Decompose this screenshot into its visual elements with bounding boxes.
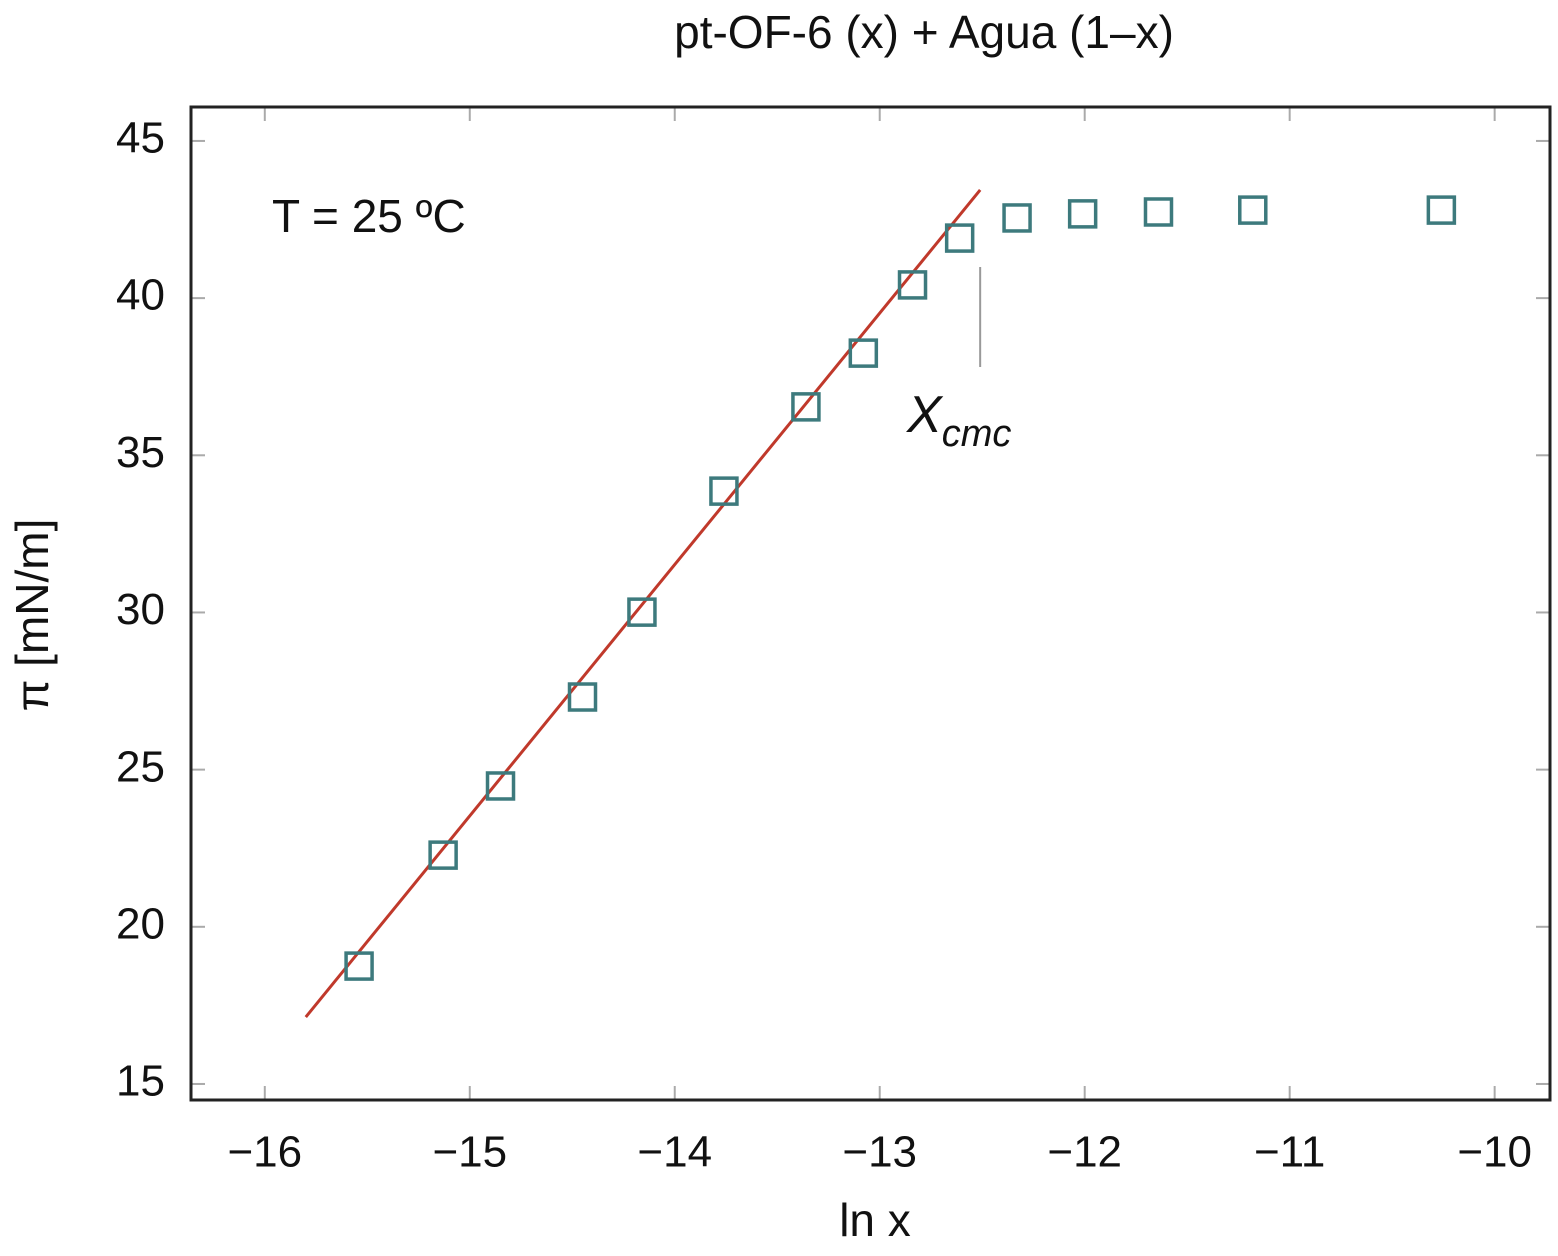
y-tick-label: 15 — [116, 1057, 165, 1106]
x-tick-label: −11 — [1254, 1128, 1325, 1177]
data-point — [1143, 197, 1174, 227]
annotation-main: X — [906, 386, 944, 444]
data-point — [627, 597, 657, 627]
data-point — [485, 771, 516, 801]
plot-frame — [189, 105, 1552, 1102]
annotation: T = 25 ºC — [272, 190, 466, 242]
y-tick-label: 35 — [116, 428, 165, 477]
data-point — [428, 840, 458, 870]
y-tick-label: 30 — [116, 585, 165, 634]
data-point — [897, 270, 928, 300]
data-point — [1002, 203, 1032, 233]
data-point — [709, 476, 739, 506]
x-tick-label: −16 — [227, 1128, 302, 1177]
x-tick-label: −10 — [1457, 1128, 1532, 1177]
chart-title: pt-OF-6 (x) + Agua (1–x) — [674, 6, 1174, 58]
y-tick-label: 25 — [116, 742, 165, 791]
x-tick-label: −13 — [842, 1128, 917, 1177]
data-point — [1426, 195, 1457, 225]
y-tick-label: 20 — [116, 899, 165, 948]
x-axis-label: ln x — [839, 1194, 911, 1246]
x-tick-label: −15 — [432, 1128, 507, 1177]
data-point — [1238, 195, 1268, 225]
annotation: Xcmc — [906, 386, 1011, 455]
data-point — [1067, 199, 1098, 229]
x-tick-label: −14 — [637, 1128, 712, 1177]
data-point — [344, 951, 374, 981]
fit-line — [304, 189, 982, 1018]
data-point — [567, 682, 598, 712]
y-tick-label: 40 — [116, 271, 165, 320]
data-point — [791, 392, 821, 422]
data-point — [848, 338, 879, 368]
y-axis-label: π [mN/m] — [6, 519, 58, 712]
data-point — [944, 223, 975, 253]
annotation-subscript: cmc — [942, 413, 1012, 455]
x-tick-label: −12 — [1047, 1128, 1122, 1177]
y-tick-label: 45 — [116, 114, 165, 163]
